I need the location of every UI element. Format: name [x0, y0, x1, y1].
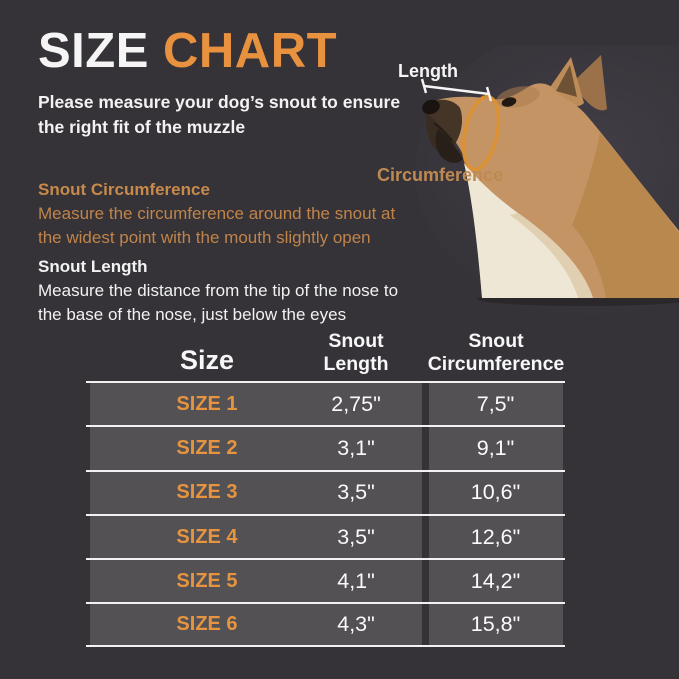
table-row: SIZE 1 2,75" 7,5" [86, 381, 565, 426]
subtitle-line-1: Please measure your dog’s snout to ensur… [38, 92, 401, 112]
dog-neck-shading [572, 133, 679, 298]
table-row: SIZE 4 3,5" 12,6" [86, 513, 565, 559]
length-cell: 4,1" [337, 568, 375, 593]
length-measure-tick-right [485, 86, 493, 102]
size-table-header: Size Snout Length Snout Circumference [86, 320, 565, 378]
size-cell: SIZE 4 [176, 525, 238, 548]
length-body-line-2: the base of the nose, just below the eye… [38, 305, 347, 325]
length-heading: Snout Length [38, 257, 148, 276]
length-body-line-1: Measure the distance from the tip of the… [38, 281, 399, 301]
circumference-cell: 7,5" [476, 391, 515, 416]
table-row: SIZE 3 3,5" 10,6" [86, 469, 565, 514]
subtitle: Please measure your dog’s snout to ensur… [38, 90, 400, 140]
dog-eye [501, 97, 517, 107]
dog-mouth-line [433, 122, 453, 142]
table-row: SIZE 5 4,1" 14,2" [86, 558, 565, 603]
length-cell: 2,75" [331, 391, 381, 416]
size-cell: SIZE 3 [176, 481, 238, 504]
circumference-cell: 14,2" [470, 568, 521, 593]
size-cell: SIZE 6 [176, 613, 238, 636]
length-instructions: Snout Length Measure the distance from t… [38, 255, 398, 327]
dog-mouth-area [435, 129, 463, 163]
length-cell: 3,5" [337, 480, 375, 505]
circumference-cell: 15,8" [470, 612, 521, 637]
circumference-cell: 9,1" [476, 435, 515, 460]
length-cell: 3,5" [337, 524, 375, 549]
length-measure-tick-left [420, 78, 428, 94]
subtitle-line-2: the right fit of the muzzle [38, 116, 246, 137]
dog-chest-shading [510, 213, 593, 298]
dog-back-ear [572, 55, 607, 111]
dog-illustration [415, 45, 679, 315]
column-header-snout-length: Snout Length [323, 330, 389, 375]
length-cell: 4,3" [337, 612, 375, 637]
size-cell: SIZE 1 [176, 392, 238, 415]
circumference-instructions: Snout Circumference Measure the circumfe… [38, 178, 395, 250]
length-cell: 3,1" [337, 435, 375, 460]
circumference-body-line-1: Measure the circumference around the sno… [38, 204, 396, 224]
length-label: Length [398, 61, 458, 81]
dog-chest [464, 163, 593, 298]
size-table-body: SIZE 1 2,75" 7,5" SIZE 2 3,1" 9,1" SIZE … [86, 381, 565, 647]
page-title: SIZE CHART [38, 24, 337, 79]
title-word-chart: CHART [163, 24, 338, 78]
circumference-label: Circumference [377, 165, 504, 185]
dog-nose [422, 99, 440, 115]
column-header-snout-circumference: Snout Circumference [427, 330, 565, 375]
length-measure-line [423, 84, 490, 96]
circumference-cell: 10,6" [470, 480, 521, 505]
circumference-body-line-2: the widest point with the mouth slightly… [38, 228, 371, 248]
dog-ear-inner [556, 65, 577, 97]
table-row: SIZE 2 3,1" 9,1" [86, 425, 565, 470]
title-word-size: SIZE [38, 24, 164, 78]
table-row: SIZE 6 4,3" 15,8" [86, 602, 565, 647]
size-cell: SIZE 5 [176, 569, 238, 592]
circumference-cell: 12,6" [470, 524, 521, 549]
column-header-size: Size [179, 345, 235, 375]
circumference-heading: Snout Circumference [38, 180, 210, 199]
size-cell: SIZE 2 [176, 436, 238, 459]
